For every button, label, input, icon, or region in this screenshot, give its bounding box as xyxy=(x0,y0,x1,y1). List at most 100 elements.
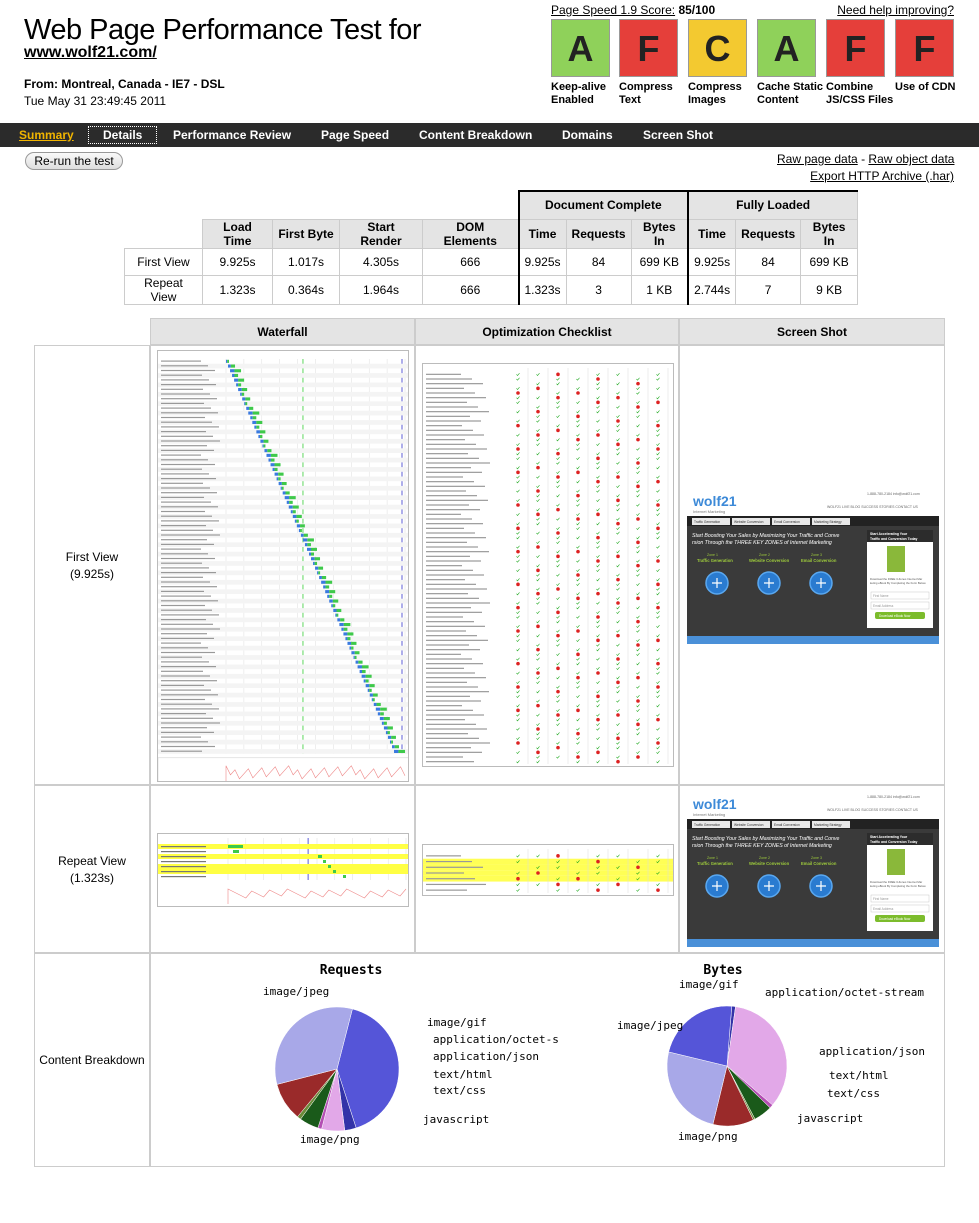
check-icon xyxy=(636,410,640,414)
check-icon xyxy=(536,498,540,503)
check-icon xyxy=(536,461,540,465)
request-bar-connect xyxy=(361,674,366,678)
request-bar-connect xyxy=(355,660,359,664)
raw-page-data-link[interactable]: Raw page data xyxy=(777,152,858,166)
check-icon xyxy=(576,447,580,451)
fail-icon xyxy=(596,859,600,864)
request-bar-download xyxy=(394,745,400,749)
fail-icon xyxy=(556,666,560,671)
help-improving-link[interactable]: Need help improving? xyxy=(837,3,954,17)
request-bar-download xyxy=(274,467,278,471)
check-icon xyxy=(636,888,640,892)
grade-combine-js-css[interactable]: F Combine JS/CSS Files xyxy=(826,19,893,107)
check-icon xyxy=(616,685,620,689)
check-icon xyxy=(536,596,540,601)
check-icon xyxy=(616,676,620,680)
tab-page-speed[interactable]: Page Speed xyxy=(321,128,390,142)
first-view-screenshot[interactable]: wolf21 Internet Marketing 1-888-780-2184 i… xyxy=(687,488,939,644)
request-bar-download xyxy=(300,524,305,528)
waterfall-row xyxy=(158,617,408,623)
first-view-waterfall-image[interactable] xyxy=(157,350,409,782)
check-icon xyxy=(576,606,580,610)
check-icon xyxy=(656,442,660,447)
pie-label: javascript xyxy=(797,1112,863,1125)
check-icon xyxy=(516,648,520,652)
checklist-url xyxy=(426,860,472,863)
raw-object-data-link[interactable]: Raw object data xyxy=(868,152,955,166)
check-icon xyxy=(596,508,600,512)
request-url xyxy=(161,689,211,691)
fail-icon xyxy=(516,661,520,666)
cell: 1.323s xyxy=(202,274,273,305)
tab-domains[interactable]: Domains xyxy=(562,128,613,142)
site-tab-label: Website Conversion xyxy=(734,520,764,524)
fail-icon xyxy=(536,671,540,675)
check-icon xyxy=(656,680,660,685)
request-bar-download xyxy=(372,693,378,697)
check-icon xyxy=(656,419,660,423)
waterfall-row xyxy=(158,542,408,547)
waterfall-row xyxy=(158,702,408,707)
cpu-utilization-line xyxy=(227,888,407,904)
tab-summary[interactable]: Summary xyxy=(19,128,74,142)
request-bar-download xyxy=(361,665,369,669)
tested-url-link[interactable]: www.wolf21.com/ xyxy=(24,44,157,61)
page-speed-score[interactable]: Page Speed 1.9 Score: 85/100 xyxy=(551,3,715,17)
request-url xyxy=(161,487,210,489)
tab-performance-review[interactable]: Performance Review xyxy=(173,128,292,142)
fail-icon xyxy=(636,722,640,727)
tab-screen-shot[interactable]: Screen Shot xyxy=(643,128,714,142)
request-url xyxy=(161,478,216,480)
check-icon xyxy=(636,615,640,619)
check-icon xyxy=(616,587,620,591)
request-bar-download xyxy=(245,397,251,401)
fail-icon xyxy=(516,423,520,428)
check-icon xyxy=(596,727,600,731)
link-separator: - xyxy=(857,152,869,166)
grade-cdn[interactable]: F Use of CDN xyxy=(895,19,956,94)
fail-icon xyxy=(656,661,660,666)
checklist-url xyxy=(426,401,467,403)
tab-content-breakdown[interactable]: Content Breakdown xyxy=(419,128,533,142)
rerun-test-button[interactable]: Re-run the test xyxy=(25,152,123,170)
fail-icon xyxy=(656,479,660,484)
fail-icon xyxy=(556,689,560,694)
fail-icon xyxy=(616,601,620,605)
request-bar-connect xyxy=(311,557,315,561)
page-speed-score-label[interactable]: Page Speed 1.9 Score: xyxy=(551,3,676,17)
repeat-view-waterfall-image[interactable] xyxy=(157,833,409,907)
check-icon xyxy=(536,531,540,535)
checklist-url xyxy=(426,420,481,422)
grade-cache-static[interactable]: A Cache Static Content xyxy=(757,19,823,107)
check-icon xyxy=(516,456,520,461)
zone-name: Email Conversion xyxy=(801,558,837,563)
export-har-link[interactable]: Export HTTP Archive (.har) xyxy=(810,169,954,183)
row-label: First View xyxy=(124,247,203,276)
pie-label: text/css xyxy=(433,1084,486,1097)
check-icon xyxy=(656,666,660,671)
checklist-url xyxy=(426,723,476,725)
check-icon xyxy=(556,877,560,881)
grade-keep-alive[interactable]: A Keep-alive Enabled xyxy=(551,19,610,107)
check-icon xyxy=(576,601,580,605)
check-icon xyxy=(516,522,520,526)
grade-label: Use of CDN xyxy=(895,81,956,93)
first-view-checklist-image[interactable] xyxy=(422,363,674,767)
tab-details[interactable]: Details xyxy=(88,126,158,144)
check-icon xyxy=(516,750,520,755)
repeat-view-screenshot[interactable]: wolf21 Internet Marketing 1-888-780-2184 i… xyxy=(687,791,939,947)
check-icon xyxy=(556,718,560,722)
check-icon xyxy=(556,732,560,736)
check-icon xyxy=(536,475,540,479)
check-icon xyxy=(616,666,620,671)
check-icon xyxy=(536,573,540,577)
content-breakdown-cell: Requests image/jpeg image/gif application/o… xyxy=(150,953,945,1167)
checklist-url xyxy=(426,621,474,623)
repeat-view-checklist-image[interactable] xyxy=(422,844,674,896)
check-icon xyxy=(636,704,640,708)
check-icon xyxy=(636,386,640,391)
grade-compress-images[interactable]: C Compress Images xyxy=(688,19,747,107)
checklist-url xyxy=(426,439,465,441)
grade-compress-text[interactable]: F Compress Text xyxy=(619,19,678,107)
check-icon xyxy=(616,414,620,419)
